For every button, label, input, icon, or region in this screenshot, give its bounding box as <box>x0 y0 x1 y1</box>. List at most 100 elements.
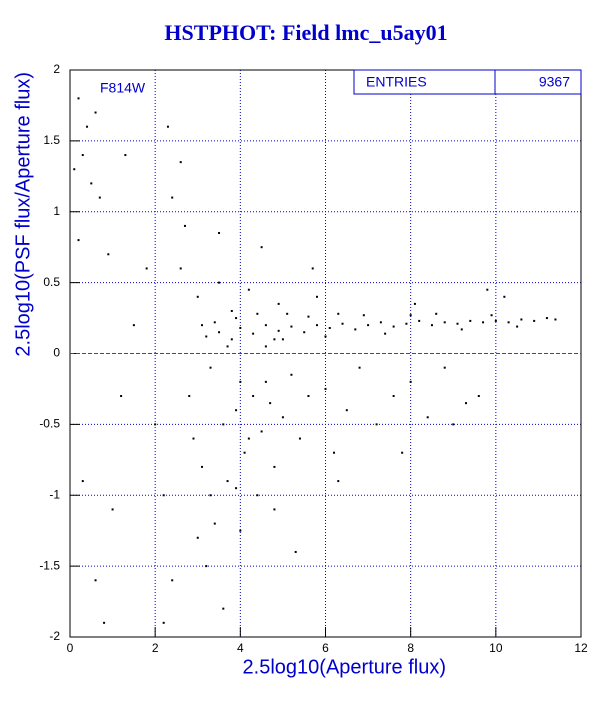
point <box>162 621 165 624</box>
point <box>290 325 293 328</box>
point <box>256 312 259 315</box>
point <box>213 321 216 324</box>
point <box>264 380 267 383</box>
point <box>162 494 165 497</box>
point <box>124 154 127 157</box>
point <box>90 182 93 185</box>
point <box>311 267 314 270</box>
point <box>358 366 361 369</box>
point <box>298 437 301 440</box>
point <box>235 317 238 320</box>
point <box>226 345 229 348</box>
point <box>213 522 216 525</box>
point <box>218 331 221 334</box>
point <box>533 319 536 322</box>
point <box>409 380 412 383</box>
point <box>443 366 446 369</box>
y-tick-label: -2 <box>49 629 60 643</box>
point <box>171 196 174 199</box>
point <box>456 322 459 325</box>
point <box>226 480 229 483</box>
point <box>392 325 395 328</box>
point <box>222 607 225 610</box>
point <box>230 338 233 341</box>
point <box>277 329 280 332</box>
point <box>81 154 84 157</box>
point <box>252 395 255 398</box>
x-tick-label: 12 <box>574 641 588 655</box>
point <box>264 324 267 327</box>
point <box>120 395 123 398</box>
point <box>401 451 404 454</box>
y-tick-label: -1 <box>49 487 60 501</box>
point <box>290 373 293 376</box>
point <box>503 295 506 298</box>
point <box>209 366 212 369</box>
point <box>554 318 557 321</box>
point <box>418 319 421 322</box>
point <box>252 332 255 335</box>
point <box>494 319 497 322</box>
point <box>405 322 408 325</box>
point <box>166 125 169 128</box>
point <box>218 232 221 235</box>
point <box>196 295 199 298</box>
point <box>324 335 327 338</box>
point <box>247 288 250 291</box>
point <box>324 387 327 390</box>
point <box>362 314 365 317</box>
point <box>379 321 382 324</box>
point <box>328 326 331 329</box>
point <box>482 321 485 324</box>
point <box>354 328 357 331</box>
point <box>465 402 468 405</box>
point <box>260 246 263 249</box>
point <box>507 321 510 324</box>
point <box>94 111 97 114</box>
point <box>430 324 433 327</box>
point <box>111 508 114 511</box>
y-axis-label: 2.5log10(PSF flux/Aperture flux) <box>12 72 34 357</box>
chart-title: HSTPHOT: Field lmc_u5ay01 <box>164 20 447 45</box>
stats-value: 9367 <box>539 74 570 90</box>
point <box>205 335 208 338</box>
point <box>426 416 429 419</box>
point <box>222 423 225 426</box>
point <box>273 508 276 511</box>
point <box>107 253 110 256</box>
stats-label: ENTRIES <box>366 74 427 90</box>
point <box>218 281 221 284</box>
x-tick-label: 4 <box>237 641 244 655</box>
point <box>345 409 348 412</box>
point <box>273 338 276 341</box>
y-tick-label: -1.5 <box>39 558 60 572</box>
point <box>281 416 284 419</box>
point <box>98 196 101 199</box>
point <box>269 402 272 405</box>
point <box>205 565 208 568</box>
point <box>490 314 493 317</box>
point <box>239 529 242 532</box>
point <box>452 423 455 426</box>
point <box>545 317 548 320</box>
point <box>154 423 157 426</box>
point <box>256 494 259 497</box>
point <box>86 125 89 128</box>
point <box>375 423 378 426</box>
point <box>469 319 472 322</box>
point <box>179 161 182 164</box>
point <box>77 97 80 100</box>
point <box>315 295 318 298</box>
x-tick-label: 8 <box>407 641 414 655</box>
point <box>201 465 204 468</box>
point <box>413 302 416 305</box>
y-tick-label: 0.5 <box>43 275 60 289</box>
point <box>277 302 280 305</box>
point <box>341 322 344 325</box>
point <box>333 451 336 454</box>
point <box>307 315 310 318</box>
point <box>443 321 446 324</box>
point <box>435 312 438 315</box>
